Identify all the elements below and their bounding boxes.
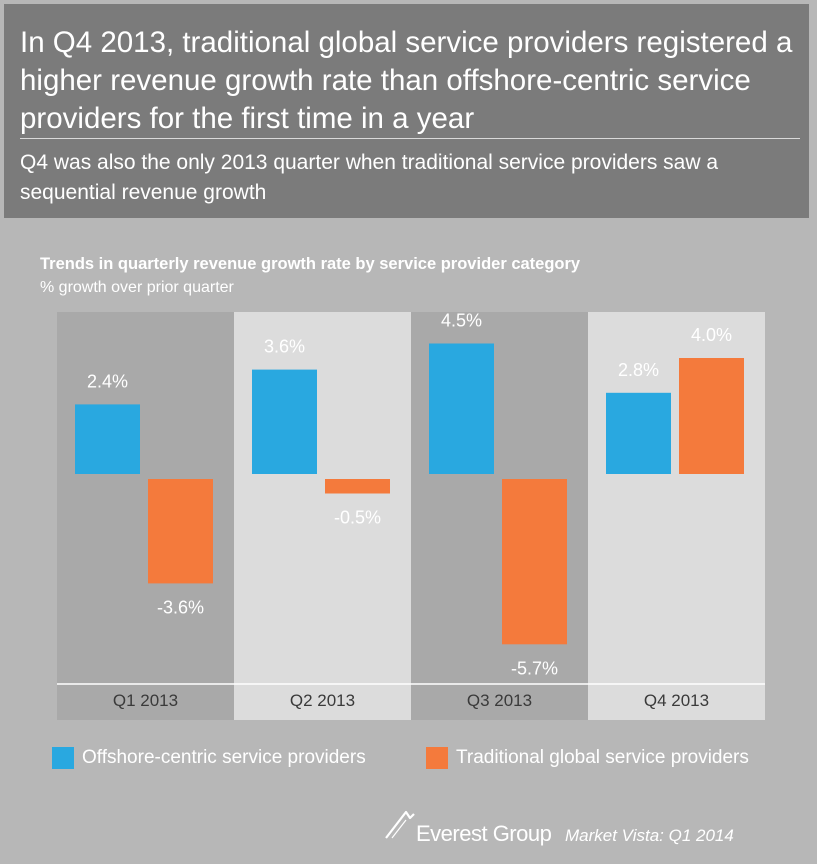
bar-traditional-q1 [148, 479, 213, 584]
legend-label-offshore: Offshore-centric service providers [82, 747, 366, 768]
data-label: -0.5% [334, 508, 381, 528]
header-banner: In Q4 2013, traditional global service p… [4, 4, 809, 218]
bar-traditional-q2 [325, 479, 390, 494]
bar-offshore-q3 [429, 343, 494, 474]
footer-brand: Everest Group [416, 821, 552, 846]
x-tick-label: Q4 2013 [644, 691, 709, 710]
data-label: -5.7% [511, 658, 558, 678]
bar-offshore-q1 [75, 404, 140, 474]
bar-offshore-q2 [252, 369, 317, 474]
headline: In Q4 2013, traditional global service p… [20, 26, 793, 135]
x-tick-label: Q1 2013 [113, 691, 178, 710]
bar-offshore-q4 [606, 392, 671, 474]
legend-swatch-traditional [426, 747, 448, 769]
chart-title: Trends in quarterly revenue growth rate … [40, 255, 581, 273]
data-label: 2.4% [87, 371, 128, 391]
x-tick-label: Q3 2013 [467, 691, 532, 710]
subheadline: Q4 was also the only 2013 quarter when t… [20, 151, 719, 204]
data-label: 4.0% [691, 325, 732, 345]
legend-label-traditional: Traditional global service providers [456, 747, 749, 768]
mountain-peak-icon [385, 810, 415, 839]
data-label: 2.8% [618, 360, 659, 380]
chart-subtitle: % growth over prior quarter [40, 279, 234, 296]
legend-item-offshore: Offshore-centric service providers [52, 744, 366, 772]
x-tick-label: Q2 2013 [290, 691, 355, 710]
header-divider [20, 138, 800, 139]
footer-source: Market Vista: Q1 2014 [565, 826, 734, 845]
data-label: 4.5% [441, 311, 482, 331]
data-label: 3.6% [264, 337, 305, 357]
legend-swatch-offshore [52, 747, 74, 769]
bar-traditional-q3 [502, 479, 567, 645]
data-label: -3.6% [157, 597, 204, 617]
bar-traditional-q4 [679, 358, 744, 474]
legend-item-traditional: Traditional global service providers [426, 744, 749, 772]
